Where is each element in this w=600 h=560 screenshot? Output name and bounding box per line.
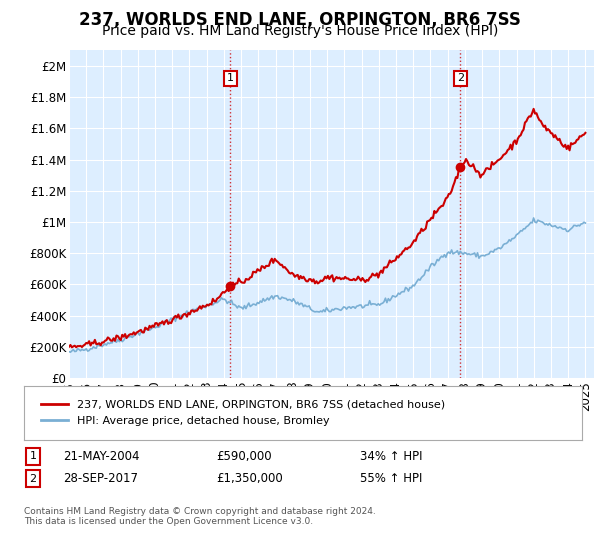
- Text: 21-MAY-2004: 21-MAY-2004: [63, 450, 139, 463]
- Text: 55% ↑ HPI: 55% ↑ HPI: [360, 472, 422, 486]
- Legend: 237, WORLDS END LANE, ORPINGTON, BR6 7SS (detached house), HPI: Average price, d: 237, WORLDS END LANE, ORPINGTON, BR6 7SS…: [35, 394, 451, 432]
- Text: 237, WORLDS END LANE, ORPINGTON, BR6 7SS: 237, WORLDS END LANE, ORPINGTON, BR6 7SS: [79, 11, 521, 29]
- Text: 2: 2: [457, 73, 464, 83]
- Text: 1: 1: [227, 73, 234, 83]
- Text: Contains HM Land Registry data © Crown copyright and database right 2024.
This d: Contains HM Land Registry data © Crown c…: [24, 507, 376, 526]
- Text: £1,350,000: £1,350,000: [216, 472, 283, 486]
- Text: 1: 1: [29, 451, 37, 461]
- Text: 34% ↑ HPI: 34% ↑ HPI: [360, 450, 422, 463]
- Text: £590,000: £590,000: [216, 450, 272, 463]
- Text: Price paid vs. HM Land Registry's House Price Index (HPI): Price paid vs. HM Land Registry's House …: [102, 24, 498, 38]
- Text: 2: 2: [29, 474, 37, 484]
- Text: 28-SEP-2017: 28-SEP-2017: [63, 472, 138, 486]
